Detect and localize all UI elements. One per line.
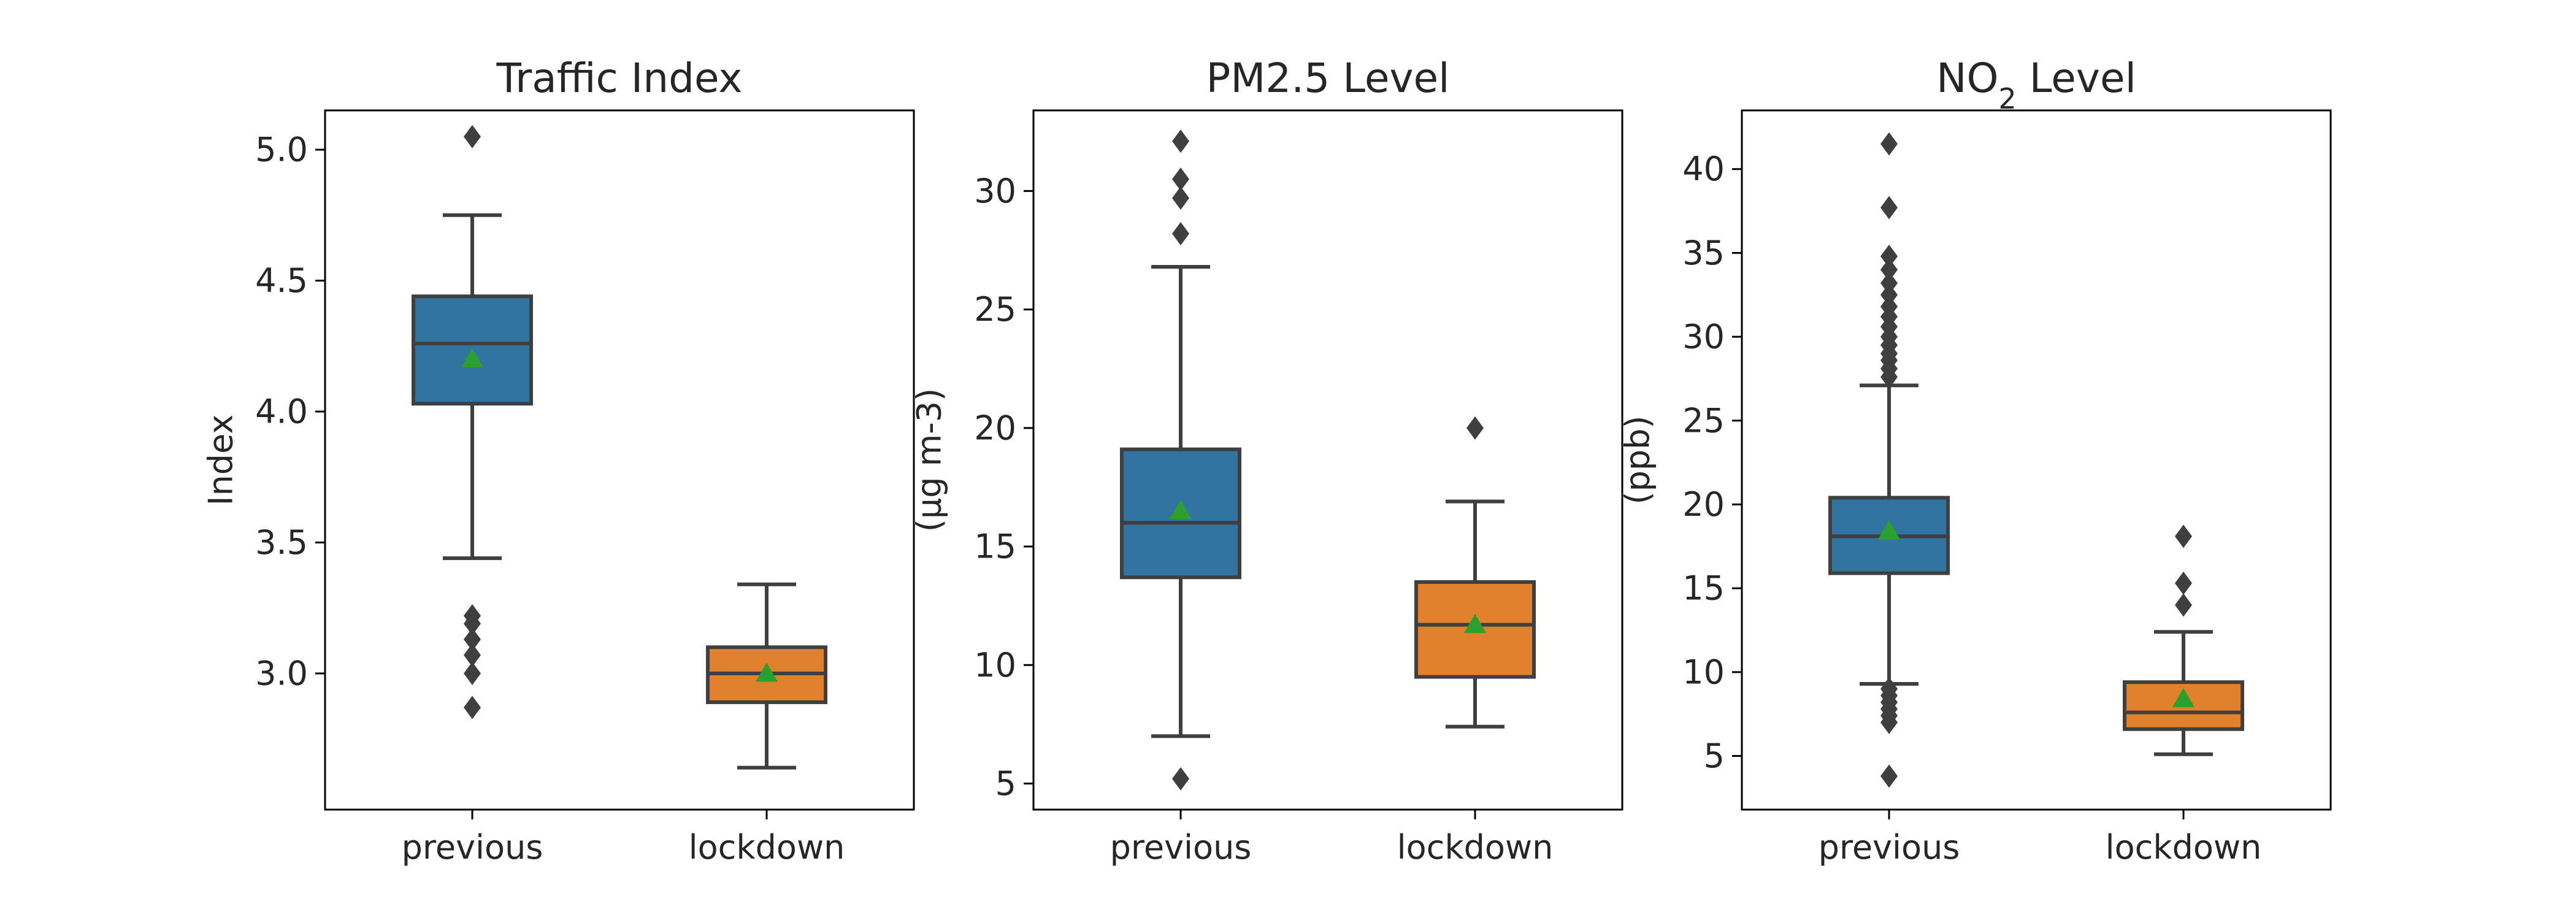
outlier-point: [1880, 196, 1898, 220]
outlier-point: [1172, 129, 1189, 153]
y-tick-label: 35: [1682, 234, 1725, 272]
chart-panel: 3.0 3.5 4.0 4.5 5.0 Index Traffic Index previou…: [202, 55, 915, 867]
box-previous: [412, 125, 533, 719]
panels: 3.0 3.5 4.0 4.5 5.0 Index Traffic Index previou…: [202, 55, 2332, 867]
y-axis-label: Index: [202, 415, 240, 506]
box-previous: [1828, 132, 1950, 788]
y-tick-label: 15: [1682, 569, 1725, 608]
y-tick-label: 20: [1682, 485, 1725, 524]
y-axis-label: (μg m-3): [910, 388, 949, 532]
outlier-point: [1172, 221, 1189, 245]
x-tick-label: previous: [1819, 828, 1960, 867]
axes-frame: [1032, 109, 1623, 811]
x-tick-label: lockdown: [1397, 828, 1554, 867]
outlier-point: [2175, 593, 2192, 617]
x-tick-label: previous: [402, 828, 543, 867]
box-previous: [1120, 129, 1241, 791]
mean-marker: [1878, 520, 1900, 540]
mean-marker: [2172, 688, 2195, 708]
outlier-point: [1880, 258, 1898, 282]
outlier-point: [1880, 244, 1898, 268]
outlier-point: [1172, 767, 1189, 791]
outlier-point: [1880, 294, 1898, 318]
y-tick-label: 4.0: [255, 393, 308, 431]
y-axis-label: (ppb): [1619, 416, 1657, 505]
x-tick-label: lockdown: [2106, 828, 2262, 867]
y-tick-label: 40: [1682, 150, 1725, 188]
box-lockdown: [1414, 416, 1536, 729]
outlier-point: [2175, 571, 2192, 595]
y-tick-label: 25: [1682, 401, 1725, 440]
chart-panel: 5 10 15 20 25 30 (μg m-3) PM2.5 Level previous lo…: [910, 55, 1623, 867]
mean-marker: [461, 348, 483, 368]
outlier-point: [464, 604, 481, 628]
mean-marker: [1170, 500, 1192, 519]
outlier-point: [1880, 677, 1898, 701]
y-tick-label: 10: [974, 646, 1016, 684]
y-tick-label: 3.0: [255, 654, 308, 692]
outlier-point: [1172, 167, 1189, 191]
box-lockdown: [2123, 524, 2244, 756]
y-tick-label: 4.5: [255, 261, 308, 300]
outlier-point: [464, 125, 481, 148]
y-tick-label: 10: [1682, 653, 1725, 691]
outlier-point: [2175, 524, 2192, 548]
chart-title: Traffic Index: [496, 55, 743, 102]
axes-frame: [324, 109, 915, 811]
outlier-point: [1880, 283, 1898, 307]
y-tick-label: 25: [974, 290, 1016, 329]
y-tick-label: 5: [1704, 737, 1725, 775]
outlier-point: [464, 627, 481, 651]
outlier-point: [464, 661, 481, 685]
y-tick-label: 5: [995, 764, 1016, 803]
y-tick-label: 3.5: [255, 523, 308, 562]
y-tick-label: 30: [1682, 318, 1725, 356]
x-tick-label: previous: [1110, 828, 1252, 867]
axes-frame: [1741, 109, 2332, 811]
outlier-point: [1880, 132, 1898, 156]
outlier-point: [1880, 764, 1898, 788]
outlier-point: [464, 696, 481, 719]
outlier-point: [1172, 186, 1189, 210]
outlier-point: [464, 643, 481, 667]
y-tick-label: 5.0: [255, 131, 308, 169]
y-tick-label: 30: [974, 172, 1016, 210]
chart-title: PM2.5 Level: [1206, 55, 1450, 102]
mean-marker: [1464, 613, 1486, 634]
outlier-point: [1880, 271, 1898, 295]
y-tick-label: 15: [974, 527, 1016, 566]
x-tick-label: lockdown: [689, 828, 845, 867]
mean-marker: [756, 662, 778, 682]
y-tick-label: 20: [974, 408, 1016, 447]
box-lockdown: [706, 582, 827, 770]
outlier-point: [1466, 416, 1484, 440]
